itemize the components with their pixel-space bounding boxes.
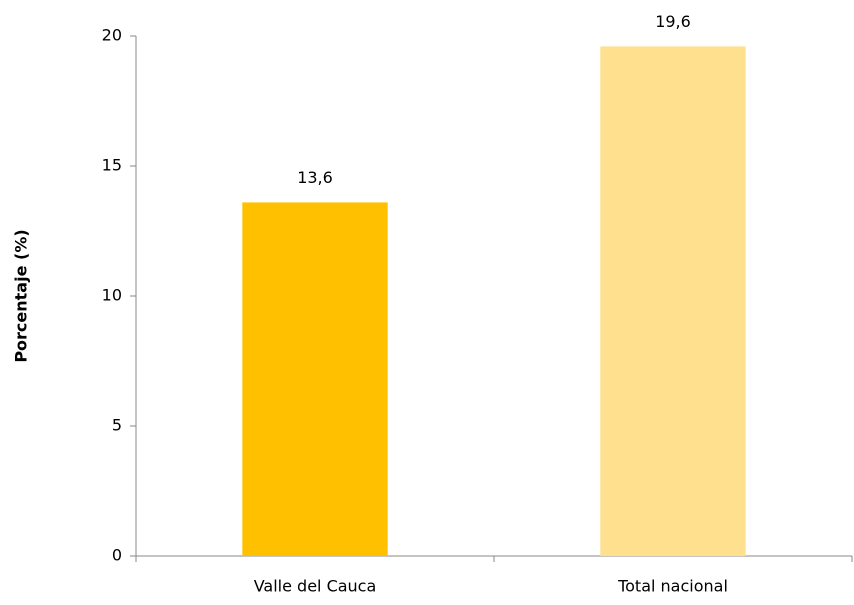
value-label: 13,6 <box>297 168 333 187</box>
x-tick-label: Valle del Cauca <box>254 577 377 596</box>
x-tick-label: Total nacional <box>617 577 728 596</box>
bar <box>242 202 388 556</box>
y-tick-label: 15 <box>102 156 122 175</box>
y-tick-label: 5 <box>112 416 122 435</box>
y-tick-label: 20 <box>102 26 122 45</box>
y-tick-label: 10 <box>102 286 122 305</box>
value-label: 19,6 <box>655 12 691 31</box>
y-axis-label: Porcentaje (%) <box>12 229 31 362</box>
y-tick-label: 0 <box>112 546 122 565</box>
bar <box>600 46 746 557</box>
